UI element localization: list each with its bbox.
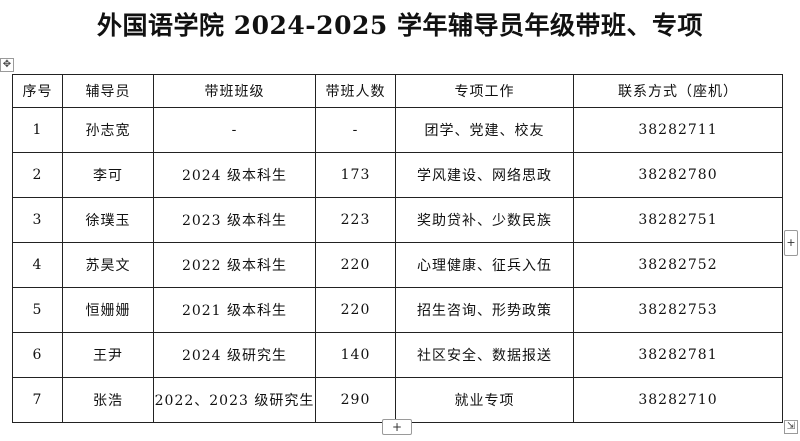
table-row: 1 孙志宽 - - 团学、党建、校友 38282711 xyxy=(12,107,783,153)
header-cell-class: 带班班级 xyxy=(153,74,316,108)
cell-duty[interactable]: 奖助贷补、少数民族 xyxy=(395,197,574,243)
plus-icon: + xyxy=(786,236,796,249)
cell-count[interactable]: 140 xyxy=(315,332,396,378)
add-column-button[interactable]: + xyxy=(784,230,798,256)
cell-duty[interactable]: 团学、党建、校友 xyxy=(395,107,574,153)
cell-count[interactable]: - xyxy=(315,107,396,153)
cell-class[interactable]: - xyxy=(153,107,316,153)
cell-index[interactable]: 7 xyxy=(12,377,63,423)
cell-counselor[interactable]: 苏昊文 xyxy=(62,242,154,288)
table-row: 4 苏昊文 2022 级本科生 220 心理健康、征兵入伍 38282752 xyxy=(12,242,783,288)
header-cell-phone: 联系方式（座机） xyxy=(573,74,783,108)
cell-phone[interactable]: 38282711 xyxy=(573,107,783,153)
cell-class[interactable]: 2022 级本科生 xyxy=(153,242,316,288)
table-row: 5 恒姗姗 2021 级本科生 220 招生咨询、形势政策 38282753 xyxy=(12,287,783,333)
cell-counselor[interactable]: 李可 xyxy=(62,152,154,198)
cell-phone[interactable]: 38282710 xyxy=(573,377,783,423)
cell-class[interactable]: 2023 级本科生 xyxy=(153,197,316,243)
cell-counselor[interactable]: 孙志宽 xyxy=(62,107,154,153)
cell-index[interactable]: 4 xyxy=(12,242,63,288)
table-header-row: 序号 辅导员 带班班级 带班人数 专项工作 联系方式（座机） xyxy=(12,74,783,108)
cell-class[interactable]: 2021 级本科生 xyxy=(153,287,316,333)
cell-duty[interactable]: 就业专项 xyxy=(395,377,574,423)
cell-class[interactable]: 2024 级本科生 xyxy=(153,152,316,198)
cell-phone[interactable]: 38282753 xyxy=(573,287,783,333)
add-row-button[interactable]: + xyxy=(382,419,412,435)
cell-count[interactable]: 173 xyxy=(315,152,396,198)
cell-index[interactable]: 3 xyxy=(12,197,63,243)
header-cell-index: 序号 xyxy=(12,74,63,108)
cell-counselor[interactable]: 王尹 xyxy=(62,332,154,378)
counselor-table: 序号 辅导员 带班班级 带班人数 专项工作 联系方式（座机） 1 孙志宽 - -… xyxy=(12,74,783,423)
table-move-icon[interactable]: ✥ xyxy=(0,58,14,72)
cell-count[interactable]: 220 xyxy=(315,242,396,288)
cell-counselor[interactable]: 徐璞玉 xyxy=(62,197,154,243)
cell-count[interactable]: 223 xyxy=(315,197,396,243)
header-cell-counselor: 辅导员 xyxy=(62,74,154,108)
cell-count[interactable]: 220 xyxy=(315,287,396,333)
cell-duty[interactable]: 心理健康、征兵入伍 xyxy=(395,242,574,288)
cell-count[interactable]: 290 xyxy=(315,377,396,423)
table-row: 3 徐璞玉 2023 级本科生 223 奖助贷补、少数民族 38282751 xyxy=(12,197,783,243)
cell-phone[interactable]: 38282781 xyxy=(573,332,783,378)
table-resize-icon[interactable]: ⇲ xyxy=(784,420,798,434)
cell-counselor[interactable]: 恒姗姗 xyxy=(62,287,154,333)
cell-phone[interactable]: 38282752 xyxy=(573,242,783,288)
plus-icon: + xyxy=(391,420,403,434)
cell-counselor[interactable]: 张浩 xyxy=(62,377,154,423)
cell-duty[interactable]: 招生咨询、形势政策 xyxy=(395,287,574,333)
cell-index[interactable]: 1 xyxy=(12,107,63,153)
cell-index[interactable]: 6 xyxy=(12,332,63,378)
table-row: 6 王尹 2024 级研究生 140 社区安全、数据报送 38282781 xyxy=(12,332,783,378)
cell-class[interactable]: 2024 级研究生 xyxy=(153,332,316,378)
header-cell-duty: 专项工作 xyxy=(395,74,574,108)
table-row: 2 李可 2024 级本科生 173 学风建设、网络思政 38282780 xyxy=(12,152,783,198)
cell-index[interactable]: 5 xyxy=(12,287,63,333)
cell-class[interactable]: 2022、2023 级研究生 xyxy=(153,377,316,423)
cell-phone[interactable]: 38282751 xyxy=(573,197,783,243)
table-row: 7 张浩 2022、2023 级研究生 290 就业专项 38282710 xyxy=(12,377,783,423)
header-cell-count: 带班人数 xyxy=(315,74,396,108)
document-title: 外国语学院 2024-2025 学年辅导员年级带班、专项 xyxy=(97,11,703,40)
cell-index[interactable]: 2 xyxy=(12,152,63,198)
cell-duty[interactable]: 社区安全、数据报送 xyxy=(395,332,574,378)
cell-duty[interactable]: 学风建设、网络思政 xyxy=(395,152,574,198)
cell-phone[interactable]: 38282780 xyxy=(573,152,783,198)
